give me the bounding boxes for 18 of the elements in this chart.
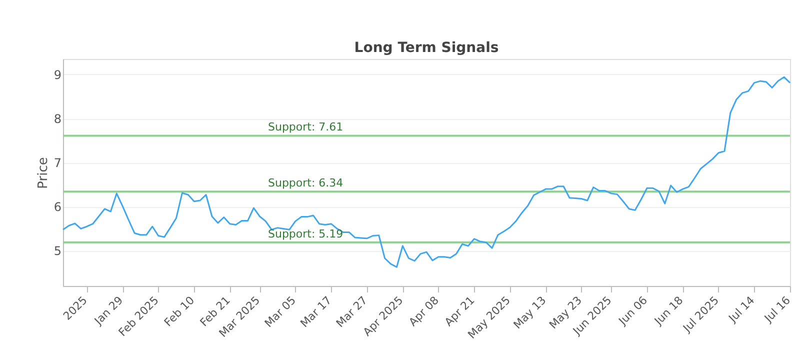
y-tick-label: 9	[54, 68, 62, 82]
x-tick-label: Jun 06	[616, 294, 650, 328]
line-series	[62, 76, 791, 268]
x-tick-label: Mar 17	[298, 294, 334, 330]
x-tick-label: Jul 14	[726, 294, 758, 326]
y-tick-label: 6	[54, 200, 62, 214]
x-tick-label: Feb 10	[162, 294, 198, 330]
y-tick-label: 5	[54, 244, 62, 258]
y-tick-label: 8	[54, 112, 62, 126]
chart-title: Long Term Signals	[354, 40, 499, 56]
x-tick-label: Jul 16	[761, 294, 793, 326]
x-tick-label: Apr 08	[406, 294, 442, 329]
ref-line-label: Support: 5.19	[268, 227, 344, 240]
y-tick-label: 7	[54, 156, 62, 170]
y-axis-title: Price	[36, 157, 51, 189]
x-tick-label: Mar 05	[262, 294, 298, 330]
ref-line-label: Support: 7.61	[268, 120, 344, 134]
ref-line-label: Support: 6.34	[268, 176, 344, 190]
